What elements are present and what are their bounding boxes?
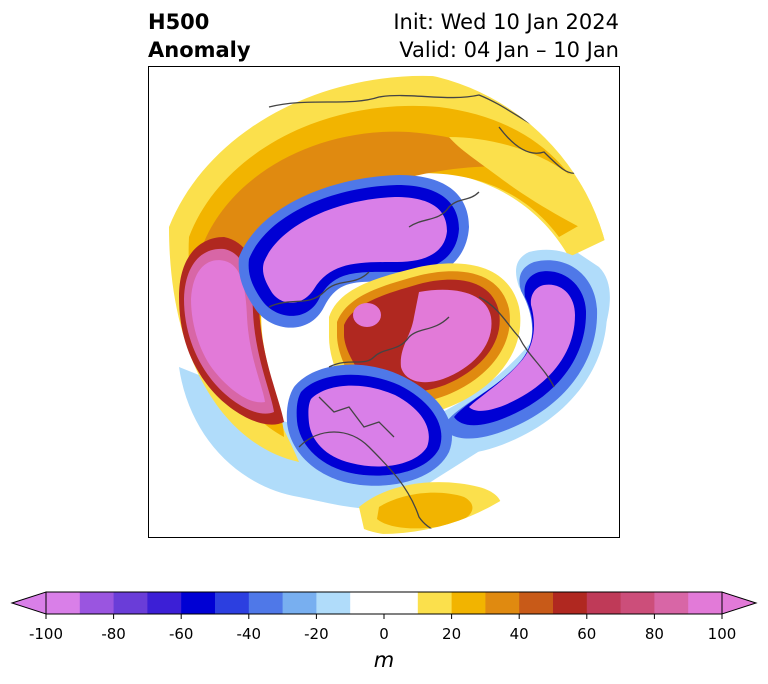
anomaly-map xyxy=(148,66,620,538)
colorbar-segment xyxy=(248,592,284,614)
init-time-label: Init: Wed 10 Jan 2024 xyxy=(393,10,619,34)
colorbar-segment xyxy=(282,592,317,614)
colorbar-segment xyxy=(654,592,689,614)
colorbar-segment xyxy=(79,592,115,614)
anomaly-purple-north xyxy=(262,197,447,303)
colorbar-tick-label: 0 xyxy=(379,625,389,643)
map-canvas xyxy=(169,75,611,534)
colorbar-tick-label: -20 xyxy=(304,625,329,643)
colorbar-segment xyxy=(46,592,81,614)
colorbar-segment xyxy=(586,592,622,614)
colorbar-segment xyxy=(147,592,182,614)
anomaly-gold-south xyxy=(377,492,473,529)
colorbar xyxy=(10,591,758,619)
map-subtitle: Init: Wed 10 Jan 2024 Valid: 04 Jan – 10… xyxy=(393,8,619,64)
anomaly-yellow-cap xyxy=(449,137,609,242)
colorbar-segment xyxy=(384,592,419,614)
colorbar-tick-label: 60 xyxy=(577,625,597,643)
colorbar-tick-label: -40 xyxy=(236,625,262,643)
colorbar-extend-high xyxy=(721,591,758,615)
colorbar-tick-label: 100 xyxy=(707,625,737,643)
colorbar-tick-label: 40 xyxy=(509,625,529,643)
colorbar-tick-label: -60 xyxy=(168,625,194,643)
colorbar-segment xyxy=(451,592,486,614)
anomaly-magenta-west xyxy=(191,260,265,403)
colorbar-segment xyxy=(519,592,554,614)
colorbar-segment xyxy=(417,592,453,614)
valid-time-label: Valid: 04 Jan – 10 Jan xyxy=(399,38,619,62)
colorbar-segment xyxy=(350,592,385,614)
colorbar-tick-label: 20 xyxy=(442,625,462,643)
anomaly-magenta-small xyxy=(353,303,381,327)
anomaly-magenta-center xyxy=(400,289,492,383)
anomaly-orange-ring xyxy=(202,131,519,422)
colorbar-extend-low xyxy=(10,591,47,615)
title-line-1: H500 xyxy=(148,10,210,34)
colorbar-tick-label: -80 xyxy=(101,625,126,643)
colorbar-segment xyxy=(215,592,250,614)
colorbar-segment xyxy=(620,592,655,614)
colorbar-segment xyxy=(688,592,723,614)
colorbar-segment xyxy=(553,592,588,614)
colorbar-segment xyxy=(485,592,520,614)
colorbar-segment xyxy=(181,592,216,614)
map-title: H500 Anomaly xyxy=(148,8,251,64)
colorbar-units: m xyxy=(373,648,395,672)
colorbar-tick-label: -100 xyxy=(28,625,64,643)
anomaly-purple-east xyxy=(469,284,575,411)
title-line-2: Anomaly xyxy=(148,38,251,62)
colorbar-tick-label: 80 xyxy=(644,625,664,643)
colorbar-segment xyxy=(316,592,351,614)
colorbar-segment xyxy=(113,592,148,614)
